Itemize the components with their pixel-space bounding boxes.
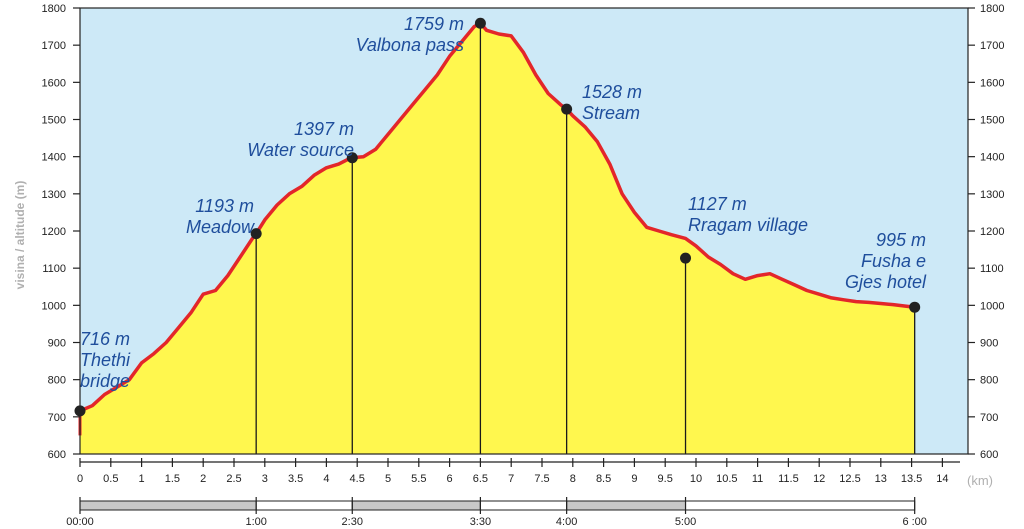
y-tick-label-left-6: 1200 xyxy=(42,226,66,238)
x-tick-label-7: 3.5 xyxy=(288,473,303,485)
waypoint-label-3-0: 1759 m xyxy=(404,14,464,34)
x-tick-label-27: 13.5 xyxy=(901,473,922,485)
waypoint-label-2-1: Water source xyxy=(247,140,354,160)
x-tick-label-25: 12.5 xyxy=(839,473,860,485)
time-label-2: 2:30 xyxy=(342,516,363,528)
waypoint-marker-6 xyxy=(909,301,921,313)
x-tick-label-11: 5.5 xyxy=(411,473,426,485)
x-tick-label-19: 9.5 xyxy=(658,473,673,485)
y-tick-label-right-0: 600 xyxy=(980,449,998,461)
y-axis-label: visina / altitude (m) xyxy=(13,181,27,290)
time-segment-5 xyxy=(685,500,916,511)
elevation-profile-line xyxy=(79,21,915,413)
time-label-1: 1:00 xyxy=(245,516,266,528)
time-segment-0 xyxy=(79,500,257,511)
waypoint-label-4-0: 1528 m xyxy=(582,82,642,102)
y-tick-label-right-3: 900 xyxy=(980,338,998,350)
y-tick-label-left-1: 700 xyxy=(48,412,66,424)
x-tick-label-26: 13 xyxy=(875,473,887,485)
waypoint-label-6-1: Fusha e xyxy=(861,251,926,271)
y-tick-label-left-3: 900 xyxy=(48,338,66,350)
x-tick-label-17: 8.5 xyxy=(596,473,611,485)
time-label-5: 5:00 xyxy=(675,516,696,528)
waypoint-label-1-1: Meadow xyxy=(186,217,255,237)
y-tick-label-right-8: 1400 xyxy=(980,152,1004,164)
x-tick-label-20: 10 xyxy=(690,473,702,485)
y-tick-label-right-10: 1600 xyxy=(980,77,1004,89)
time-label-4: 4:00 xyxy=(556,516,577,528)
y-tick-label-right-11: 1700 xyxy=(980,40,1004,52)
y-tick-label-right-9: 1500 xyxy=(980,115,1004,127)
y-tick-label-left-7: 1300 xyxy=(42,189,66,201)
waypoint-label-6-2: Gjes hotel xyxy=(845,272,927,292)
y-tick-label-left-0: 600 xyxy=(48,449,66,461)
x-tick-label-1: 0.5 xyxy=(103,473,118,485)
x-axis-unit-label: (km) xyxy=(967,473,993,488)
x-tick-label-12: 6 xyxy=(447,473,453,485)
time-segment-2 xyxy=(351,500,481,511)
x-tick-label-22: 11 xyxy=(752,473,763,485)
waypoint-label-0-1: Thethi xyxy=(80,350,131,370)
waypoint-label-5-1: Rragam village xyxy=(688,215,808,235)
time-label-0: 00:00 xyxy=(66,516,94,528)
elevation-area-fill xyxy=(80,23,915,454)
y-tick-label-right-12: 1800 xyxy=(980,3,1004,15)
x-tick-label-23: 11.5 xyxy=(778,473,799,485)
waypoint-marker-2 xyxy=(346,152,358,164)
x-tick-label-2: 1 xyxy=(139,473,145,485)
waypoint-label-6-0: 995 m xyxy=(876,230,926,250)
x-tick-label-14: 7 xyxy=(508,473,514,485)
x-tick-label-10: 5 xyxy=(385,473,391,485)
waypoint-marker-3 xyxy=(474,17,486,29)
waypoint-label-0-2: bridge xyxy=(80,371,130,391)
time-segment-4 xyxy=(566,500,687,511)
y-tick-label-right-5: 1100 xyxy=(980,263,1004,275)
waypoint-marker-5 xyxy=(680,252,692,264)
waypoint-marker-4 xyxy=(561,103,573,115)
y-tick-label-left-4: 1000 xyxy=(42,300,66,312)
y-tick-label-left-2: 800 xyxy=(48,375,66,387)
time-label-3: 3:30 xyxy=(470,516,491,528)
x-tick-label-4: 2 xyxy=(200,473,206,485)
y-tick-label-left-10: 1600 xyxy=(42,77,66,89)
waypoint-label-2-0: 1397 m xyxy=(294,119,354,139)
y-tick-label-left-5: 1100 xyxy=(42,263,66,275)
y-tick-label-right-4: 1000 xyxy=(980,300,1004,312)
waypoint-label-5-0: 1127 m xyxy=(688,194,747,214)
waypoint-label-4-1: Stream xyxy=(582,103,640,123)
y-tick-label-left-12: 1800 xyxy=(42,3,66,15)
x-tick-label-15: 7.5 xyxy=(534,473,549,485)
x-tick-label-9: 4.5 xyxy=(350,473,365,485)
x-tick-label-24: 12 xyxy=(813,473,825,485)
time-segment-3 xyxy=(479,500,568,511)
x-tick-label-21: 10.5 xyxy=(716,473,737,485)
waypoint-label-1-0: 1193 m xyxy=(195,196,254,216)
time-segment-1 xyxy=(255,500,353,511)
y-tick-label-left-11: 1700 xyxy=(42,40,66,52)
waypoint-label-0-0: 716 m xyxy=(80,329,130,349)
y-tick-label-right-6: 1200 xyxy=(980,226,1004,238)
x-tick-label-8: 4 xyxy=(323,473,329,485)
x-tick-label-3: 1.5 xyxy=(165,473,180,485)
x-tick-label-13: 6.5 xyxy=(473,473,488,485)
y-tick-label-left-8: 1400 xyxy=(42,152,66,164)
x-tick-label-28: 14 xyxy=(936,473,948,485)
y-tick-label-right-2: 800 xyxy=(980,375,998,387)
x-tick-label-18: 9 xyxy=(631,473,637,485)
waypoint-marker-1 xyxy=(250,228,262,240)
x-tick-label-0: 0 xyxy=(77,473,83,485)
y-tick-label-right-7: 1300 xyxy=(980,189,1004,201)
x-tick-label-5: 2.5 xyxy=(226,473,241,485)
y-tick-label-right-1: 700 xyxy=(980,412,998,424)
time-label-6: 6 :00 xyxy=(902,516,926,528)
x-tick-label-6: 3 xyxy=(262,473,268,485)
x-tick-label-16: 8 xyxy=(570,473,576,485)
waypoint-label-3-1: Valbona pass xyxy=(356,35,464,55)
y-tick-label-left-9: 1500 xyxy=(42,115,66,127)
